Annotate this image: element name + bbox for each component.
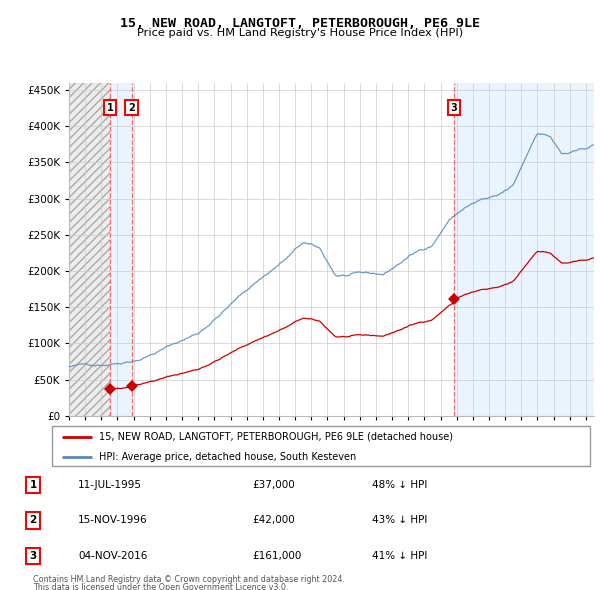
Text: Price paid vs. HM Land Registry's House Price Index (HPI): Price paid vs. HM Land Registry's House …: [137, 28, 463, 38]
Text: 15-NOV-1996: 15-NOV-1996: [78, 516, 148, 525]
Bar: [69, 83, 110, 416]
Text: HPI: Average price, detached house, South Kesteven: HPI: Average price, detached house, Sout…: [98, 452, 356, 461]
Text: 15, NEW ROAD, LANGTOFT, PETERBOROUGH, PE6 9LE: 15, NEW ROAD, LANGTOFT, PETERBOROUGH, PE…: [120, 17, 480, 30]
Bar: [69, 83, 110, 416]
Text: 04-NOV-2016: 04-NOV-2016: [78, 551, 148, 560]
FancyBboxPatch shape: [52, 425, 590, 467]
Text: £42,000: £42,000: [252, 516, 295, 525]
Text: 43% ↓ HPI: 43% ↓ HPI: [372, 516, 427, 525]
Bar: [110, 83, 131, 416]
Text: 15, NEW ROAD, LANGTOFT, PETERBOROUGH, PE6 9LE (detached house): 15, NEW ROAD, LANGTOFT, PETERBOROUGH, PE…: [98, 432, 452, 442]
Text: 1: 1: [29, 480, 37, 490]
Bar: [454, 83, 594, 416]
Text: 3: 3: [29, 551, 37, 560]
Text: 2: 2: [29, 516, 37, 525]
Text: £37,000: £37,000: [252, 480, 295, 490]
Text: 41% ↓ HPI: 41% ↓ HPI: [372, 551, 427, 560]
Text: Contains HM Land Registry data © Crown copyright and database right 2024.: Contains HM Land Registry data © Crown c…: [33, 575, 345, 584]
Text: 48% ↓ HPI: 48% ↓ HPI: [372, 480, 427, 490]
Text: 2: 2: [128, 103, 135, 113]
Text: 11-JUL-1995: 11-JUL-1995: [78, 480, 142, 490]
Text: 1: 1: [106, 103, 113, 113]
Text: This data is licensed under the Open Government Licence v3.0.: This data is licensed under the Open Gov…: [33, 583, 289, 590]
Text: £161,000: £161,000: [252, 551, 301, 560]
Text: 3: 3: [451, 103, 457, 113]
